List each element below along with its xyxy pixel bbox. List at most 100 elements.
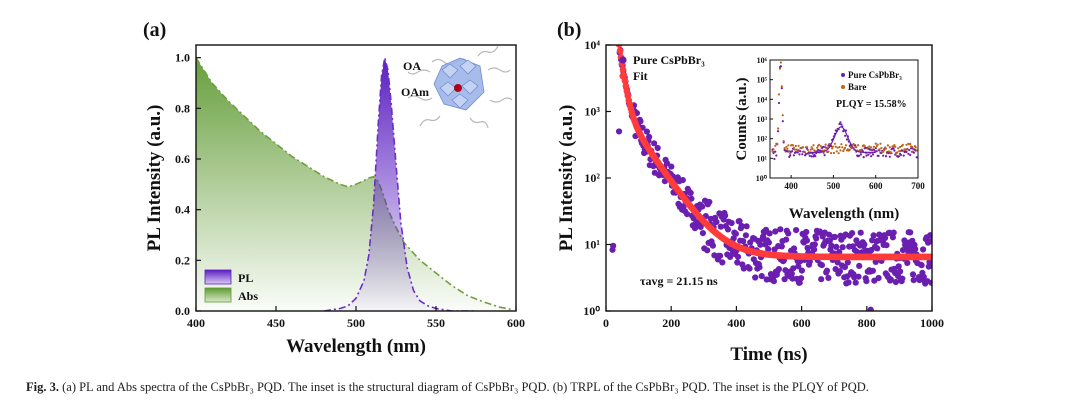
trpl-data-point — [909, 271, 917, 278]
inset-pure-point — [912, 151, 916, 154]
x-tick-label: 400 — [727, 316, 745, 330]
inset-bare-point — [838, 145, 841, 149]
inset-bare-point — [879, 142, 882, 145]
trpl-data-point — [668, 163, 675, 170]
inset-bare-point — [797, 144, 800, 147]
panel-a-label: (a) — [143, 19, 166, 41]
inset-pure-point — [871, 153, 875, 156]
inset-pure-point — [817, 148, 820, 151]
trpl-data-point — [684, 211, 691, 218]
panel-b-label: (b) — [557, 19, 581, 41]
inset-pure-point — [865, 154, 868, 157]
trpl-data-point — [770, 278, 778, 285]
trpl-data-point — [699, 230, 707, 237]
trpl-data-point — [872, 258, 879, 265]
inset-bare-point — [839, 149, 842, 152]
inset-bare-point — [771, 150, 774, 153]
x-tick-label: 600 — [793, 316, 811, 330]
inset-bare-point — [834, 145, 837, 148]
trpl-data-point — [926, 259, 932, 266]
inset-bare-point — [896, 151, 899, 154]
inset-pure-point — [779, 65, 783, 68]
inset-ylabel: Counts (a.u.) — [734, 78, 750, 161]
inset-bare-point — [909, 142, 912, 146]
trpl-data-point — [890, 229, 897, 236]
trpl-data-point — [775, 266, 783, 273]
trpl-data-point — [845, 279, 852, 286]
trpl-data-point — [803, 228, 810, 236]
inset-pure-point — [844, 134, 847, 137]
trpl-data-point — [688, 195, 695, 202]
fit-point — [619, 66, 627, 73]
inset-x-tick-label: 400 — [784, 181, 798, 191]
inset-pure-point — [898, 155, 901, 158]
trpl-data-point — [823, 267, 831, 274]
panel-a-xlabel: Wavelength (nm) — [286, 336, 426, 357]
trpl-data-point — [758, 273, 765, 280]
inset-bare-point — [898, 145, 902, 149]
inset-pure-point — [808, 154, 811, 157]
inset-pure-point — [773, 157, 776, 161]
trpl-data-point — [816, 228, 823, 235]
trpl-data-point — [756, 264, 763, 271]
inset-pure-point — [877, 154, 880, 157]
cs-atom — [454, 84, 462, 92]
inset-pure-point — [861, 150, 864, 153]
x-tick-label: 800 — [858, 316, 876, 330]
inset-bare-point — [776, 142, 779, 145]
legend-abs-label: Abs — [238, 289, 258, 303]
structure-inset: OA OAm — [401, 45, 513, 129]
inset-bare-point — [888, 146, 891, 149]
trpl-data-point — [811, 241, 818, 248]
trpl-data-point — [736, 218, 743, 225]
inset-bare-point — [911, 145, 914, 149]
inset-pure-point — [822, 145, 825, 148]
trpl-data-point — [918, 262, 925, 269]
trpl-data-point — [887, 276, 894, 283]
trpl-data-point — [738, 222, 745, 230]
inset-bare-point — [793, 148, 797, 151]
trpl-data-point — [717, 223, 724, 230]
trpl-data-point — [912, 246, 919, 253]
trpl-data-point — [818, 262, 826, 269]
y-tick-label: 10¹ — [584, 238, 600, 252]
inset-pure-point — [869, 148, 872, 151]
inset-pure-point — [839, 121, 842, 124]
inset-bare-point — [841, 146, 844, 149]
trpl-data-point — [836, 268, 844, 275]
trpl-data-point — [778, 243, 785, 250]
inset-bare-point — [915, 149, 918, 152]
legend-pure-marker — [619, 56, 627, 64]
inset-bare-point — [863, 144, 866, 147]
inset-bare-point — [809, 148, 812, 151]
y-tick-label: 0.4 — [175, 203, 190, 217]
y-tick-label: 10⁴ — [584, 38, 600, 52]
inset-bare-point — [811, 147, 814, 150]
inset-bare-point — [816, 146, 819, 149]
trpl-data-point — [806, 258, 813, 265]
inset-pure-point — [789, 154, 792, 157]
inset-pure-point — [823, 154, 826, 157]
inset-pure-point — [858, 154, 861, 157]
legend-fit-marker — [619, 72, 627, 80]
inset-bare-point — [786, 147, 789, 150]
trpl-data-point — [643, 128, 651, 135]
inset-bare-point — [774, 144, 777, 147]
inset-pure-point — [874, 147, 877, 150]
legend-pl-label: PL — [238, 271, 253, 285]
inset-bare-point — [880, 146, 883, 150]
trpl-data-point — [804, 244, 811, 252]
inset-x-tick-label: 500 — [827, 181, 841, 191]
inset-bare-point — [837, 152, 840, 155]
trpl-data-point — [781, 276, 788, 283]
inset-bare-point — [878, 148, 881, 151]
trpl-data-point — [869, 267, 877, 274]
fit-point — [622, 82, 630, 90]
trpl-data-point — [867, 306, 874, 311]
inset-pure-point — [810, 155, 813, 158]
inset-bare-point — [831, 147, 834, 150]
trpl-data-point — [757, 241, 764, 248]
trpl-data-point — [663, 160, 671, 167]
inset-bare-point — [887, 150, 890, 153]
